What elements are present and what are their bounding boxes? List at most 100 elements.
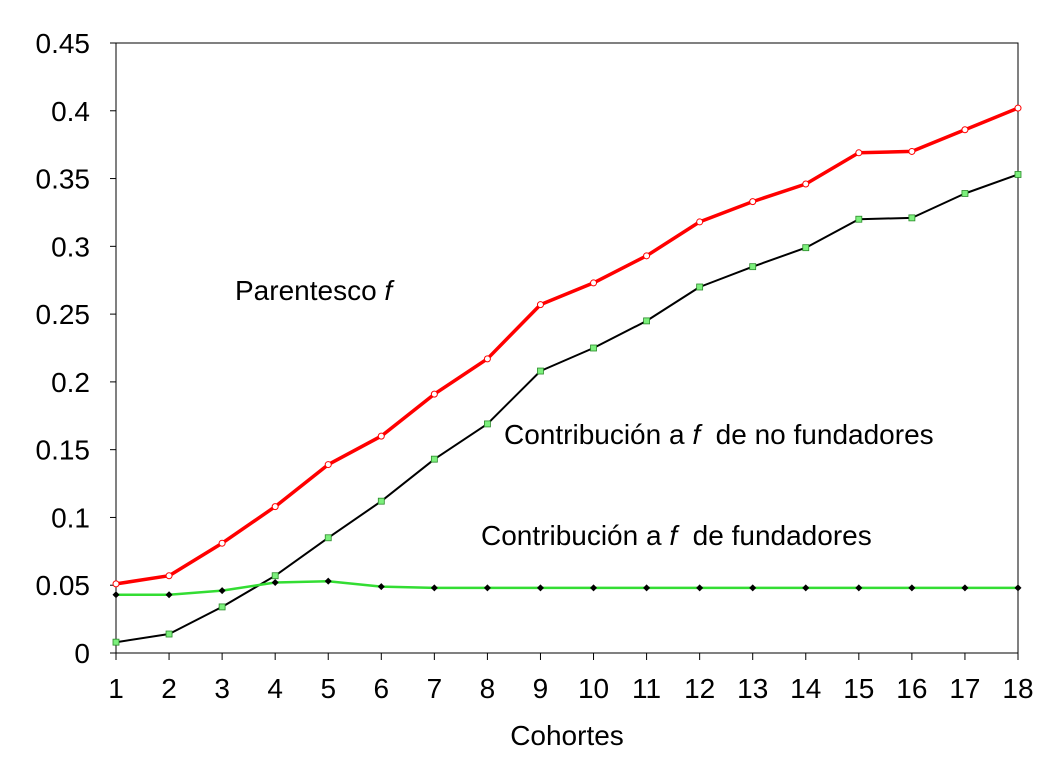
data-point [643,584,651,592]
data-point [271,579,279,587]
x-tick-label: 11 [632,673,661,704]
x-tick-label: 2 [161,673,177,704]
data-point [961,584,969,592]
data-point [1014,104,1022,112]
data-point [483,355,491,363]
annotation-parentesco: Parentesco f [235,275,395,306]
data-point [218,539,226,547]
data-point [590,584,598,592]
data-point [484,420,491,428]
annotation-parentesco-f: f [384,275,395,306]
series-line-fundadores [116,579,1018,596]
data-point [961,190,969,197]
data-point [377,583,385,591]
data-point [590,279,598,287]
annotation-no-fundadores-f: f [692,419,703,450]
y-tick-label: 0.3 [51,231,90,262]
data-point [218,603,226,611]
x-tick-label: 16 [896,673,927,704]
y-tick-label: 0.4 [51,96,90,127]
data-point [377,497,385,505]
data-point [165,572,173,580]
data-point [1014,171,1022,178]
x-tick-label: 6 [374,673,390,704]
y-axis: 0 0.05 0.1 0.15 0.2 0.25 0.3 0.35 0.4 0.45 [36,28,116,669]
data-point [165,591,173,599]
y-tick-label: 0.15 [36,435,91,466]
x-tick-label: 13 [737,673,768,704]
data-point [696,218,704,226]
annotation-fundadores-tail: de fundadores [677,520,872,551]
data-point [218,587,226,595]
data-point [643,317,650,325]
data-point [749,263,757,271]
data-point [483,584,491,592]
data-point [802,244,810,252]
data-point [855,215,863,223]
annotation-parentesco-text: Parentesco [235,275,384,306]
y-tick-label: 0.1 [51,502,90,533]
data-point [324,461,332,469]
x-axis: 1 2 3 4 5 6 7 8 9 10 11 12 13 14 15 16 17 18 [108,653,1034,704]
x-tick-label: 17 [949,673,980,704]
data-point [802,180,810,188]
data-point [165,630,173,638]
data-point [430,455,438,463]
data-point [590,344,597,352]
x-tick-label: 10 [578,673,609,704]
data-point [112,638,120,646]
data-point [908,214,916,222]
data-point [749,198,757,206]
x-tick-label: 4 [267,673,283,704]
data-point [430,390,438,398]
y-tick-label: 0.35 [36,164,91,195]
series-line-parentesco [115,106,1019,586]
x-tick-label: 1 [108,673,124,704]
data-point [643,252,651,260]
series-layer [112,104,1022,646]
series-line-no_fundadores [115,173,1019,644]
x-tick-label: 3 [214,673,230,704]
x-tick-label: 9 [533,673,549,704]
data-point [855,584,863,592]
y-tick-label: 0.2 [51,367,90,398]
data-point [908,584,916,592]
data-point [855,149,863,157]
data-point [802,584,810,592]
data-point [112,591,120,599]
data-point [696,584,704,592]
data-point [1014,584,1022,592]
x-tick-label: 18 [1002,673,1033,704]
x-tick-label: 14 [790,673,821,704]
data-point [324,534,332,542]
series-fundadores [112,577,1022,599]
annotation-fundadores: Contribución a f de fundadores [481,520,872,551]
annotation-no-fundadores-text: Contribución a [504,419,692,450]
plot-area [115,42,1019,654]
data-point [271,503,279,511]
x-tick-label: 7 [427,673,443,704]
series-parentesco [112,104,1022,588]
annotation-fundadores-text: Contribución a [481,520,669,551]
y-tick-label: 0.25 [36,299,91,330]
y-tick-label: 0.05 [36,570,91,601]
data-point [537,367,544,375]
y-tick-label: 0.45 [36,28,91,59]
data-point [961,126,969,134]
y-tick-label: 0 [74,638,90,669]
data-point [430,584,438,592]
x-tick-label: 15 [843,673,874,704]
annotation-no-fundadores-tail: de no fundadores [700,419,934,450]
data-point [749,584,757,592]
x-axis-title: Cohortes [510,720,624,751]
data-point [324,577,332,585]
annotation-no-fundadores: Contribución a f de no fundadores [504,419,934,450]
data-point [271,572,279,580]
x-tick-label: 12 [684,673,715,704]
x-tick-label: 8 [480,673,496,704]
annotation-fundadores-f: f [669,520,680,551]
data-point [112,580,120,588]
data-point [536,301,544,309]
x-tick-label: 5 [320,673,336,704]
